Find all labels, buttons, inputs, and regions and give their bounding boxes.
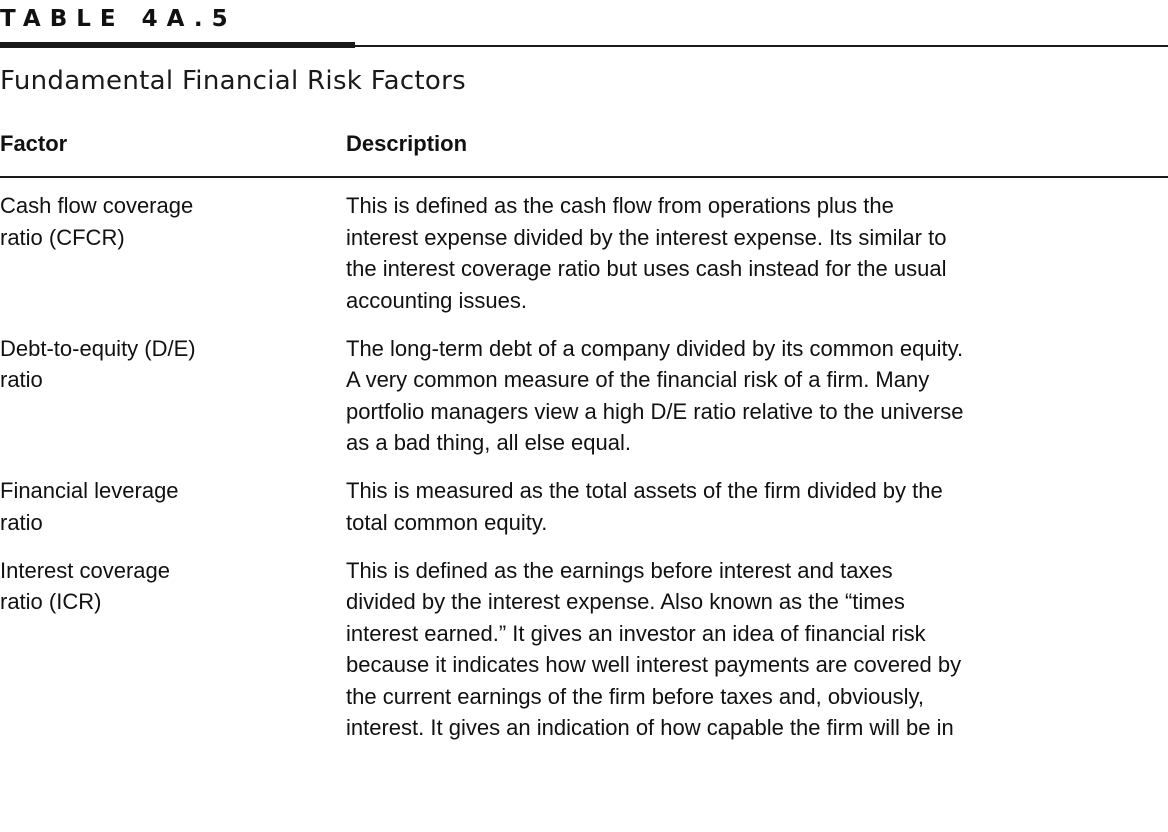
description-cell: This is measured as the total assets of …	[346, 475, 1168, 538]
description-cell: This is defined as the cash flow from op…	[346, 190, 1168, 316]
description-cell: This is defined as the earnings before i…	[346, 555, 1168, 744]
label-rule-thick	[0, 42, 355, 48]
header-rule	[0, 176, 1168, 178]
description-line: because it indicates how well interest p…	[346, 652, 962, 677]
table-row: Debt-to-equity (D/E) ratio The long-term…	[0, 333, 1168, 459]
table-title: Fundamental Financial Risk Factors	[0, 66, 466, 96]
column-header-factor: Factor	[0, 131, 68, 156]
description-line: as a bad thing, all else equal.	[346, 430, 631, 455]
factor-cell: Financial leverage ratio	[0, 478, 179, 535]
description-line: This is defined as the cash flow from op…	[346, 193, 894, 218]
table-header-row: Factor Description	[0, 128, 1168, 160]
description-line: portfolio managers view a high D/E ratio…	[346, 398, 964, 424]
table-row: Financial leverage ratio This is measure…	[0, 475, 1168, 538]
description-line: This is measured as the total assets of …	[346, 478, 943, 503]
table-body: Cash flow coverage ratio (CFCR) This is …	[0, 190, 1168, 744]
description-line: interest expense divided by the interest…	[346, 224, 947, 250]
description-line: The long-term debt of a company divided …	[346, 335, 964, 361]
description-line: This is defined as the earnings before i…	[346, 557, 893, 583]
description-cell: The long-term debt of a company divided …	[346, 333, 1168, 459]
column-header-description: Description	[346, 131, 468, 156]
description-line: the current earnings of the firm before …	[346, 683, 925, 709]
table-row: Interest coverage ratio (ICR) This is de…	[0, 555, 1168, 744]
factor-cell: Cash flow coverage ratio (CFCR)	[0, 193, 194, 250]
description-line: interest earned.” It gives an investor a…	[346, 620, 926, 646]
description-line: interest. It gives an indication of how …	[346, 715, 954, 740]
description-line: the interest coverage ratio but uses cas…	[346, 256, 947, 281]
factor-cell: Interest coverage ratio (ICR)	[0, 557, 170, 615]
description-line: divided by the interest expense. Also kn…	[346, 589, 905, 614]
factor-cell: Debt-to-equity (D/E) ratio	[0, 335, 196, 393]
description-line: total common equity.	[346, 509, 548, 535]
table-row: Cash flow coverage ratio (CFCR) This is …	[0, 190, 1168, 316]
table-label: TABLE 4A.5	[0, 6, 237, 32]
description-line: accounting issues.	[346, 287, 527, 313]
description-line: A very common measure of the financial r…	[346, 367, 930, 392]
label-rule-thin	[355, 45, 1168, 47]
